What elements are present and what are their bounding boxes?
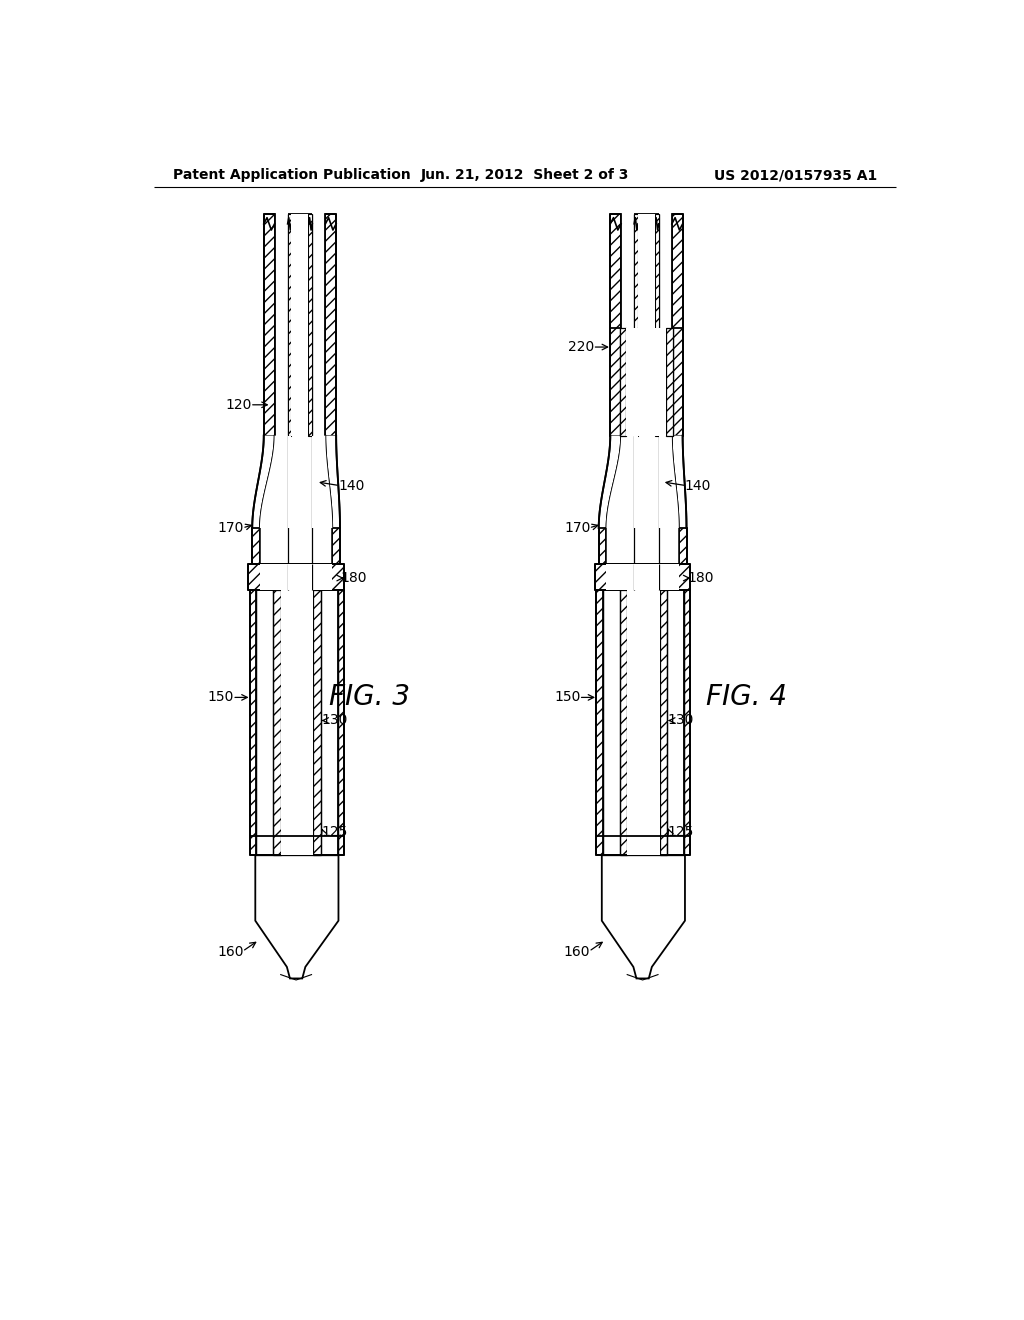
Text: 130: 130 [322,714,348,727]
Text: 180: 180 [687,572,714,585]
Bar [326,214,336,436]
Bar [333,528,340,564]
Bar [606,564,679,590]
Bar [308,564,312,590]
Bar [313,590,321,855]
Bar [610,214,621,436]
Bar [252,528,260,564]
Bar [273,590,281,855]
Text: 160: 160 [564,945,591,958]
Text: US 2012/0157935 A1: US 2012/0157935 A1 [714,169,878,182]
Bar [274,214,326,436]
Text: Patent Application Publication: Patent Application Publication [173,169,411,182]
Bar [628,590,659,855]
Text: 150: 150 [554,690,581,705]
Bar [250,590,256,855]
Polygon shape [602,855,685,978]
Text: Jun. 21, 2012  Sheet 2 of 3: Jun. 21, 2012 Sheet 2 of 3 [421,169,629,182]
Bar [638,214,655,436]
Bar [621,327,627,436]
Text: 160: 160 [217,945,244,958]
Polygon shape [326,436,340,528]
Text: 220: 220 [568,341,594,354]
Bar [288,564,292,590]
Bar [264,214,274,436]
Bar [672,214,683,436]
Bar [260,564,333,590]
Text: 180: 180 [341,572,368,585]
Text: 120: 120 [225,397,252,412]
Bar [634,436,638,528]
Bar [281,590,313,855]
Bar [599,528,606,564]
Text: 170: 170 [564,521,591,535]
Bar [312,436,316,528]
Bar [606,528,679,564]
Bar [634,214,638,436]
Bar [249,564,344,590]
Polygon shape [260,436,333,528]
Text: 140: 140 [685,479,712,492]
Bar [288,214,292,436]
Bar [684,590,690,855]
Polygon shape [606,436,679,528]
Bar [292,214,308,436]
Text: FIG. 3: FIG. 3 [329,684,410,711]
Bar [658,436,663,528]
Bar [667,327,673,436]
Bar [308,214,312,436]
Bar [659,590,668,855]
Text: 125: 125 [322,825,348,840]
Bar [627,327,667,436]
Bar [596,590,602,855]
Text: 125: 125 [668,825,694,840]
Bar [679,528,686,564]
Polygon shape [672,436,686,528]
Bar [655,214,658,436]
Bar [260,528,333,564]
Bar [620,590,628,855]
Bar [338,590,344,855]
Bar [288,436,292,528]
Bar [595,564,690,590]
Text: 130: 130 [668,714,694,727]
Polygon shape [255,855,339,978]
Polygon shape [599,436,621,528]
Text: FIG. 4: FIG. 4 [707,684,787,711]
Text: 150: 150 [208,690,233,705]
Bar [655,564,658,590]
Text: 140: 140 [338,479,365,492]
Text: 170: 170 [217,521,244,535]
Bar [621,214,672,436]
Polygon shape [252,436,274,528]
Bar [634,564,638,590]
